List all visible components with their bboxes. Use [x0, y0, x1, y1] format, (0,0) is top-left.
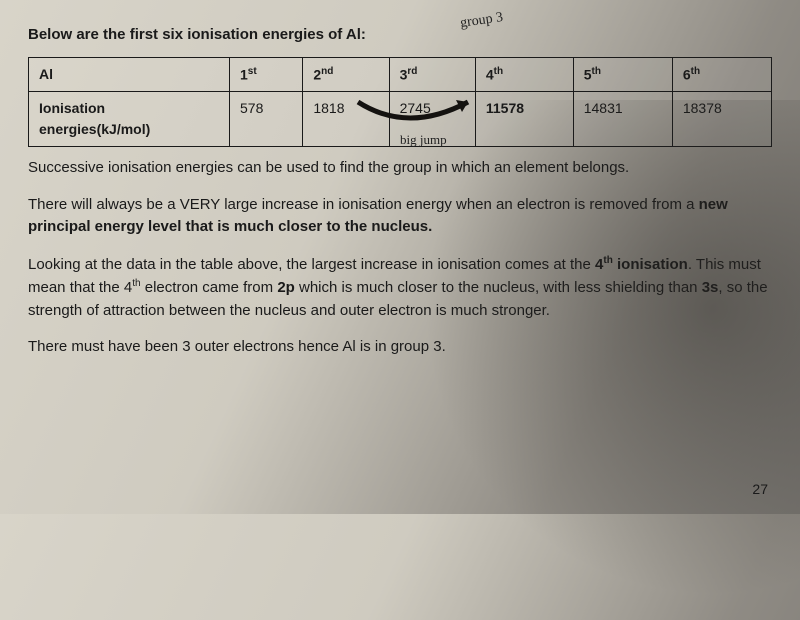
page-number: 27 [752, 479, 768, 500]
header-3: 3rd [389, 57, 475, 92]
table-header-row: Al 1st 2nd 3rd 4th 5th 6th [29, 57, 772, 92]
header-6: 6th [672, 57, 771, 92]
value-1: 578 [230, 92, 303, 147]
paragraph-4: There must have been 3 outer electrons h… [28, 336, 772, 359]
p3-h: 3s [702, 279, 719, 296]
p3-b: 4th ionisation [595, 256, 688, 273]
value-2: 1818 [303, 92, 389, 147]
value-6: 18378 [672, 92, 771, 147]
value-4: 11578 [475, 92, 573, 147]
p3-f: 2p [277, 279, 295, 296]
p3-d-sup: th [132, 278, 140, 289]
p2-text: There will always be a VERY large increa… [28, 196, 699, 213]
header-element: Al [29, 57, 230, 92]
p3-e: electron came from [141, 279, 278, 296]
header-1: 1st [230, 57, 303, 92]
p3-g: which is much closer to the nucleus, wit… [295, 279, 702, 296]
handwritten-bigjump-note: big jump [400, 130, 447, 150]
paragraph-3: Looking at the data in the table above, … [28, 253, 772, 323]
p3-a: Looking at the data in the table above, … [28, 256, 595, 273]
header-5: 5th [573, 57, 672, 92]
value-5: 14831 [573, 92, 672, 147]
header-4: 4th [475, 57, 573, 92]
page-title: Below are the first six ionisation energ… [28, 24, 772, 47]
row-label-energy: Ionisation energies(kJ/mol) [29, 92, 230, 147]
paragraph-1: Successive ionisation energies can be us… [28, 157, 772, 180]
paragraph-2: There will always be a VERY large increa… [28, 194, 772, 239]
header-2: 2nd [303, 57, 389, 92]
